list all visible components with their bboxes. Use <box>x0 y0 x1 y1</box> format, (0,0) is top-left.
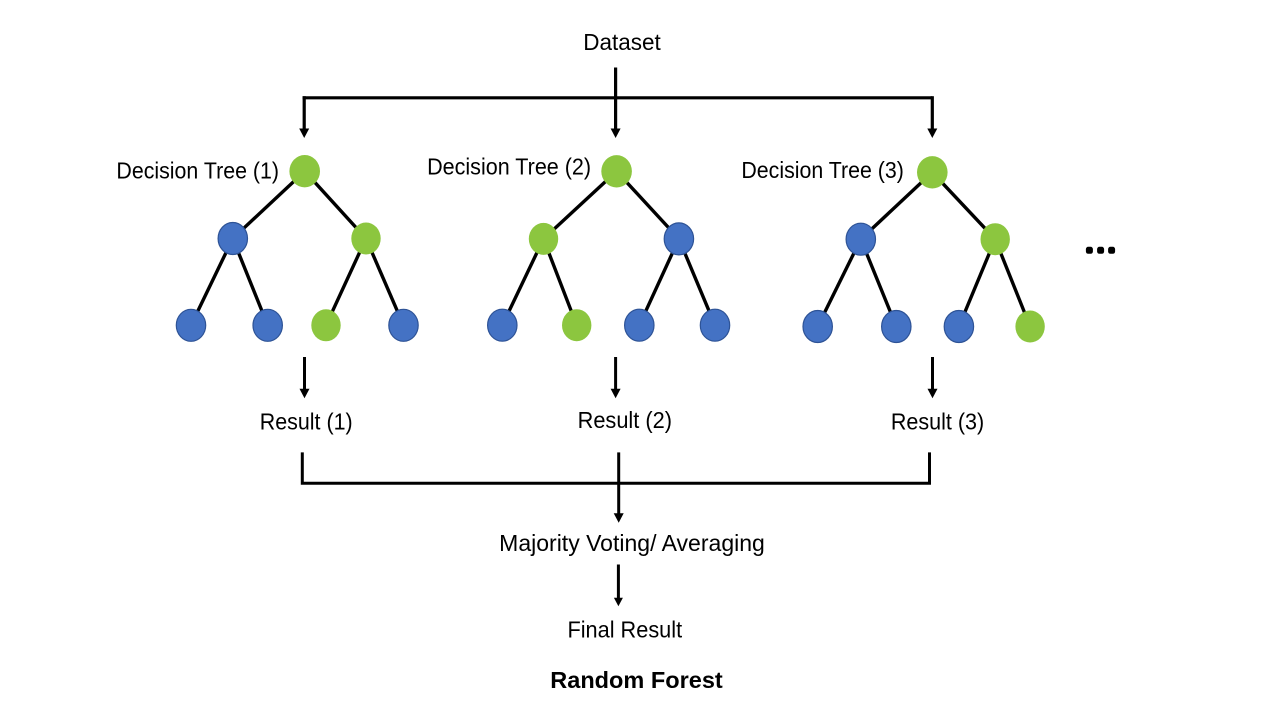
svg-text:Result (1): Result (1) <box>260 408 353 434</box>
svg-text:Decision Tree (1): Decision Tree (1) <box>116 158 279 184</box>
svg-text:Decision Tree (2): Decision Tree (2) <box>427 154 591 180</box>
svg-text:Result (2): Result (2) <box>578 407 672 433</box>
svg-text:Final Result: Final Result <box>567 616 682 642</box>
svg-text:Dataset: Dataset <box>583 29 661 55</box>
svg-text:Random Forest: Random Forest <box>550 667 723 693</box>
svg-text:Result (3): Result (3) <box>891 408 984 434</box>
svg-text:Majority Voting/ Averaging: Majority Voting/ Averaging <box>499 530 765 556</box>
svg-text:Decision Tree (3): Decision Tree (3) <box>741 157 904 183</box>
